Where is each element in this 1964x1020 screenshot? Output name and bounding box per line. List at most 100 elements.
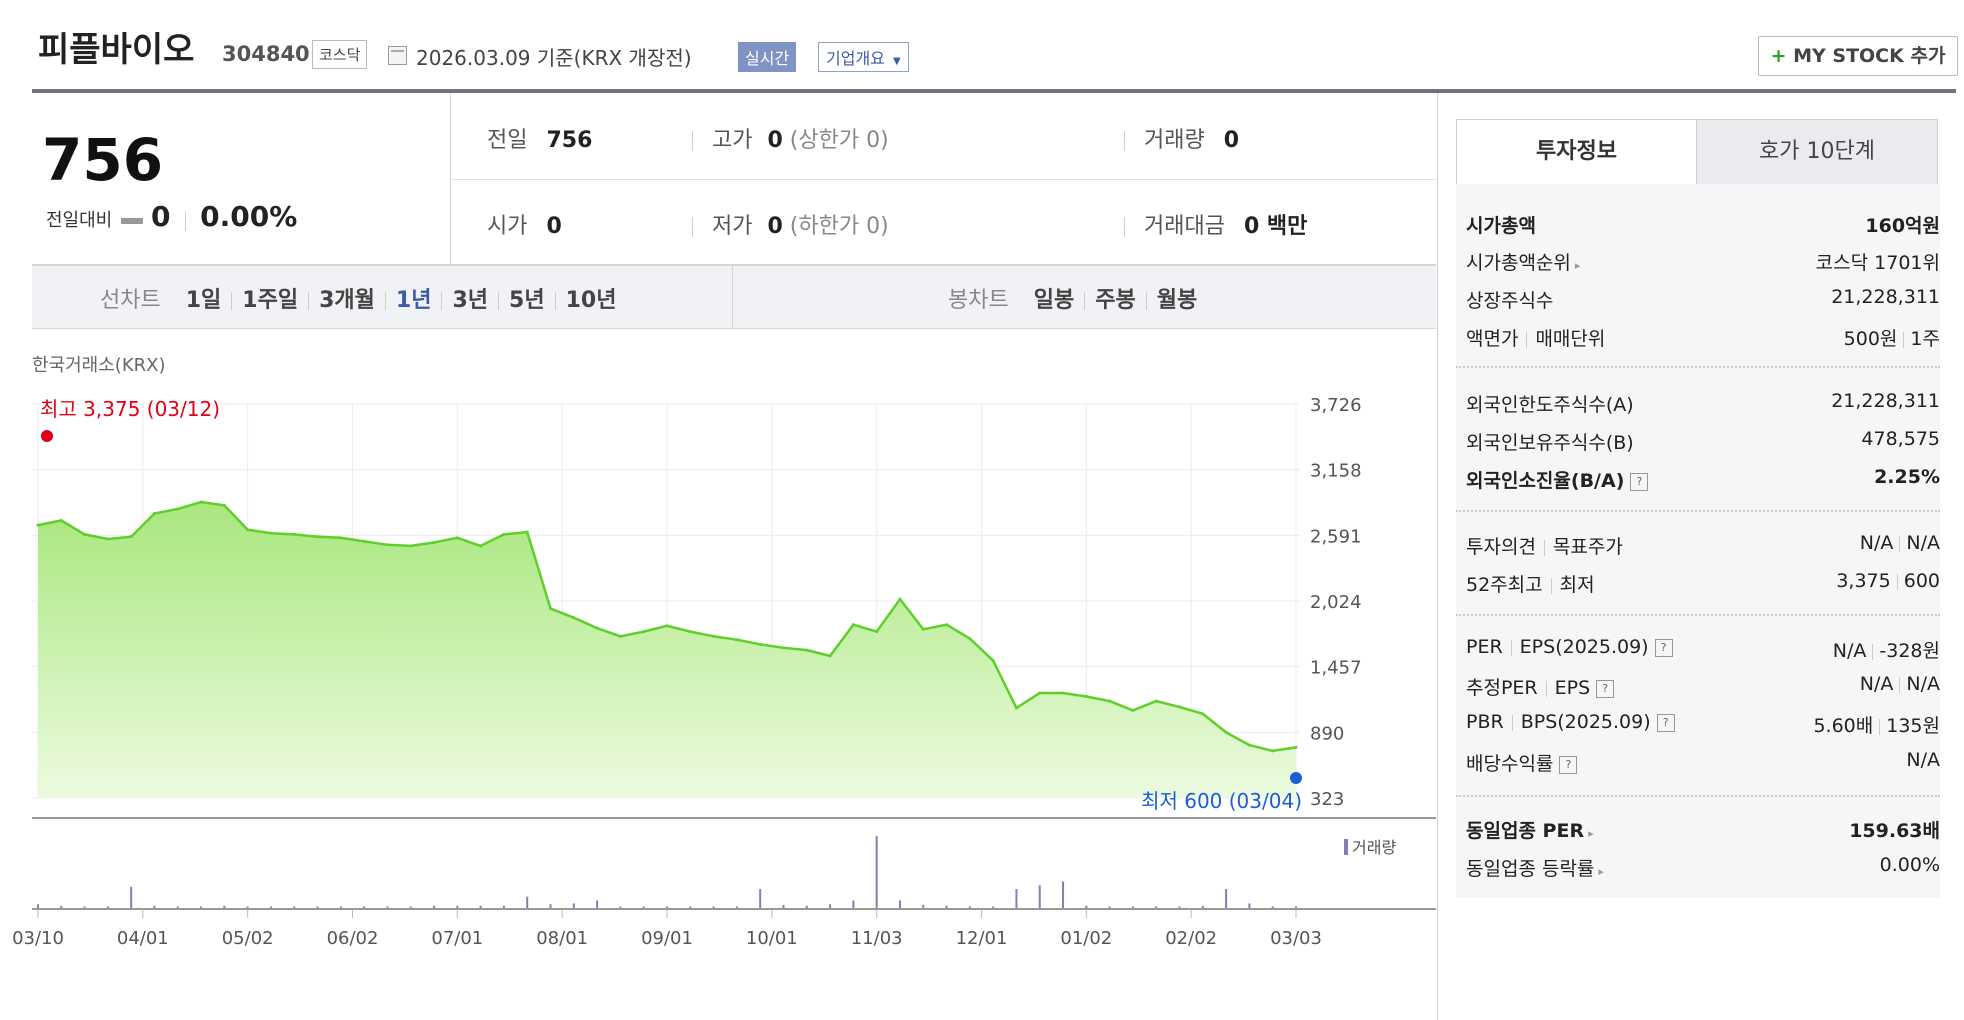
w52-label: 52주최고 (1466, 574, 1543, 596)
price-point (339, 536, 343, 540)
x-tick-label: 01/02 (1060, 928, 1112, 949)
help-icon[interactable]: ? (1630, 472, 1649, 491)
prev-value: 756 (546, 128, 593, 153)
volume-bar (549, 904, 552, 908)
price-point (36, 523, 40, 527)
price-point (945, 623, 949, 627)
company-overview-label: 기업개요 (826, 49, 885, 68)
foreign-hold-value: 478,575 (1861, 428, 1940, 450)
unit-label: 매매단위 (1535, 328, 1606, 350)
price-point (1224, 730, 1228, 734)
eps-value: -328원 (1879, 640, 1940, 662)
industry-per-label: 동일업종 PER (1466, 820, 1585, 842)
price-point (385, 543, 389, 547)
chart-right-border (1437, 93, 1438, 1020)
date-text: 2026.03.09 기준(KRX 개장전) (416, 46, 692, 70)
calendar-icon (388, 46, 407, 65)
volume-bar (339, 906, 342, 908)
company-overview-button[interactable]: 기업개요 ▼ (818, 42, 909, 72)
volume-bar (898, 900, 901, 908)
volume-bar (200, 906, 203, 908)
volume-bar (176, 906, 179, 908)
price-point (1061, 691, 1065, 695)
volume-bar (759, 889, 762, 908)
price-point (642, 630, 646, 634)
unit-value: 1주 (1910, 328, 1940, 350)
volume-legend-label: 거래량 (1352, 838, 1396, 857)
line-chart-label: 선차트 (100, 288, 161, 313)
help-icon[interactable]: ? (1654, 638, 1673, 657)
volume-bar (1155, 906, 1158, 908)
summary-table (451, 93, 1436, 265)
period-4[interactable]: 3년 (452, 288, 489, 313)
x-tick-label: 06/02 (327, 928, 379, 949)
volume-bar (1295, 906, 1297, 908)
bps-value: 135원 (1886, 715, 1940, 737)
price-point (991, 659, 995, 663)
help-icon[interactable]: ? (1656, 713, 1675, 732)
price-point (269, 531, 273, 535)
price-point (921, 627, 925, 631)
stock-name: 피플바이오 (38, 30, 195, 70)
y-tick-label: 2,024 (1310, 592, 1362, 613)
price-point (59, 518, 63, 522)
volume-bar (269, 906, 272, 908)
low-marker (1290, 772, 1302, 784)
pbr-label: PBR (1466, 711, 1504, 733)
price-point (1131, 708, 1135, 712)
price-chart: 3,726 3,158 2,591 2,024 1,457 890 323 03/10 04/0… (12, 395, 1436, 949)
price-point (222, 503, 226, 507)
volume-legend-swatch (1344, 839, 1348, 855)
divider (1456, 366, 1940, 368)
mystock-label: MY STOCK 추가 (1793, 45, 1946, 67)
volume-cell: 거래량 0 (1124, 122, 1239, 154)
price-point (898, 597, 902, 601)
mystock-button[interactable]: + MY STOCK 추가 (1758, 36, 1958, 76)
w52-low-value: 600 (1903, 570, 1940, 592)
period-6[interactable]: 10년 (565, 288, 617, 313)
price-point (665, 624, 669, 628)
candle-0[interactable]: 일봉 (1033, 288, 1075, 313)
candle-chart-label: 봉차트 (948, 288, 1009, 313)
x-tick-label: 10/01 (746, 928, 798, 949)
chart-source: 한국거래소(KRX) (32, 355, 166, 376)
amount-value: 0 백만 (1243, 214, 1308, 239)
volume-bar (502, 905, 505, 908)
x-tick-label: 03/03 (1270, 928, 1322, 949)
est-eps-value: N/A (1906, 673, 1940, 695)
line-chart-periods: 선차트 1일 1주일 3개월 1년 3년 5년 10년 (100, 282, 616, 314)
y-tick-label: 323 (1310, 789, 1344, 810)
market-badge: 코스닥 (312, 40, 368, 69)
help-icon[interactable]: ? (1559, 755, 1578, 774)
period-3[interactable]: 1년 (395, 288, 432, 313)
help-icon[interactable]: ? (1596, 679, 1615, 698)
candle-2[interactable]: 월봉 (1156, 288, 1198, 313)
candle-chart-periods: 봉차트 일봉 주봉 월봉 (948, 282, 1197, 314)
prev-label: 전일 (487, 128, 528, 153)
period-2[interactable]: 3개월 (319, 288, 375, 313)
volume-label: 거래량 (1144, 128, 1205, 153)
est-per-value: N/A (1859, 673, 1894, 695)
low-value: 0 (767, 214, 783, 239)
low-label: 저가 (712, 214, 753, 239)
volume-bar (433, 905, 436, 908)
tab-invest[interactable]: 투자정보 (1456, 119, 1697, 184)
period-0[interactable]: 1일 (185, 288, 222, 313)
volume-bar (223, 905, 226, 908)
industry-per-value: 159.63배 (1849, 820, 1940, 842)
period-1[interactable]: 1주일 (242, 288, 299, 313)
volume-bar (1178, 906, 1181, 908)
volume-bar (1085, 905, 1088, 908)
price-point (828, 654, 832, 658)
header-rule (32, 89, 1956, 93)
candle-1[interactable]: 주봉 (1095, 288, 1136, 313)
tab-quote[interactable]: 호가 10단계 (1696, 119, 1938, 185)
x-tick-label: 03/10 (12, 928, 64, 949)
volume-bar (666, 906, 668, 908)
price-point (712, 634, 716, 638)
period-5[interactable]: 5년 (509, 288, 545, 313)
price-point (1178, 705, 1182, 709)
realtime-button[interactable]: 실시간 (738, 42, 797, 72)
price-point (595, 626, 599, 630)
price-point (525, 530, 529, 534)
